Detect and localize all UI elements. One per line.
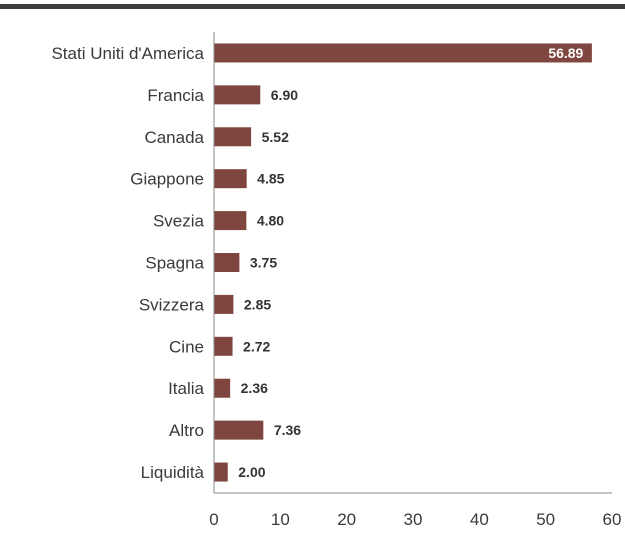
bar xyxy=(214,336,233,356)
value-label: 2.00 xyxy=(238,464,265,480)
category-label: Liquidità xyxy=(141,463,205,482)
x-tick-label: 20 xyxy=(337,510,356,529)
category-label: Cine xyxy=(169,337,204,356)
x-tick-label: 10 xyxy=(271,510,290,529)
bar xyxy=(214,378,231,398)
x-tick-label: 0 xyxy=(209,510,218,529)
value-label: 56.89 xyxy=(548,45,583,61)
category-labels: Stati Uniti d'America Francia Canada Giappo… xyxy=(51,44,204,482)
bar xyxy=(214,169,247,189)
bar xyxy=(214,43,592,63)
value-label: 2.72 xyxy=(243,338,270,354)
bar xyxy=(214,462,228,482)
top-rule xyxy=(0,4,625,9)
value-label: 4.80 xyxy=(257,213,284,229)
bar xyxy=(214,253,240,272)
category-label: Svezia xyxy=(153,212,205,231)
category-label: Spagna xyxy=(145,254,204,273)
value-labels: 56.89 6.90 5.52 4.85 4.80 3.75 2.85 2.72 2.36 7.3… xyxy=(238,45,583,480)
value-label: 5.52 xyxy=(262,129,289,145)
x-tick-label: 50 xyxy=(536,510,555,529)
value-label: 2.85 xyxy=(244,296,271,312)
value-label: 4.85 xyxy=(257,171,284,187)
x-tick-label: 30 xyxy=(404,510,423,529)
category-label: Altro xyxy=(169,421,204,440)
bars-group xyxy=(214,43,592,482)
x-tick-label: 40 xyxy=(470,510,489,529)
bar xyxy=(214,127,252,147)
bar xyxy=(214,85,261,105)
category-label: Stati Uniti d'America xyxy=(51,44,204,63)
category-label: Francia xyxy=(147,86,204,105)
bar xyxy=(214,420,264,440)
bar xyxy=(214,294,234,314)
category-label: Svizzera xyxy=(139,295,205,314)
category-label: Canada xyxy=(144,128,204,147)
value-label: 7.36 xyxy=(274,422,301,438)
value-label: 6.90 xyxy=(271,87,298,103)
x-tick-label: 60 xyxy=(603,510,622,529)
x-axis-ticks: 0 10 20 30 40 50 60 xyxy=(209,510,621,529)
category-label: Italia xyxy=(168,379,204,398)
category-label: Giappone xyxy=(130,170,204,189)
value-label: 2.36 xyxy=(241,380,268,396)
value-label: 3.75 xyxy=(250,255,277,271)
bar xyxy=(214,211,247,231)
